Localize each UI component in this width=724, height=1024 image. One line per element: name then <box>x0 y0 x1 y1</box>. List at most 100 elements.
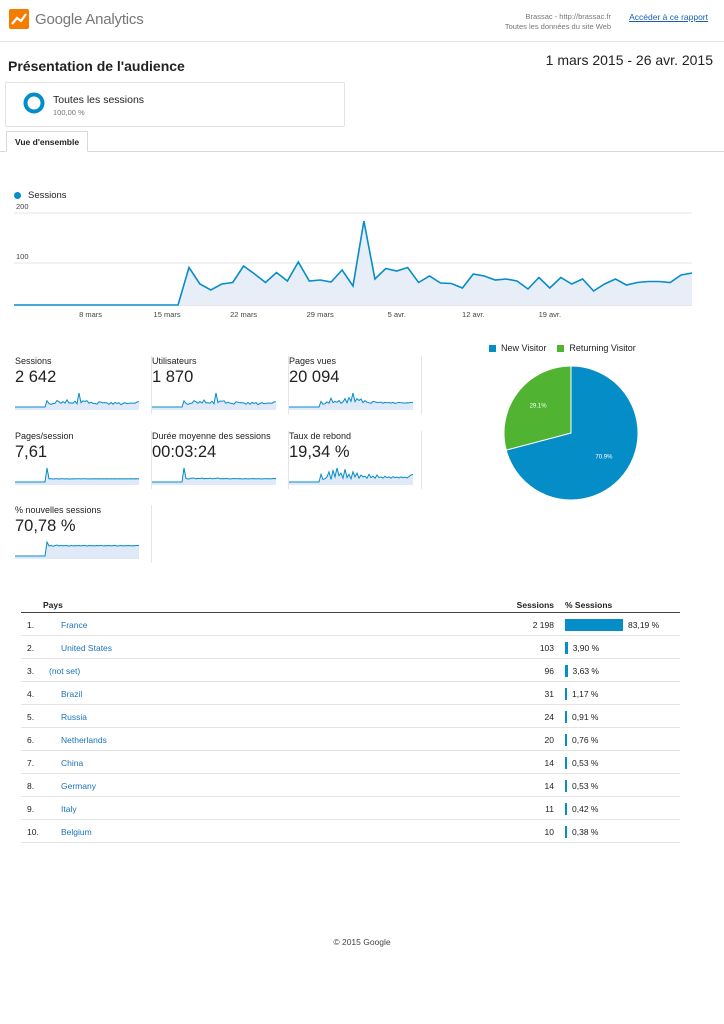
open-report-link[interactable]: Accéder à ce rapport <box>629 12 708 22</box>
metric-label: Pages vues <box>289 356 337 366</box>
sparkline-area <box>289 468 413 485</box>
metric-sparkline <box>289 467 413 485</box>
table-row: 6. Netherlands 20 0,76 % <box>21 728 680 751</box>
sessions-value: 103 <box>539 643 554 653</box>
row-index: 2. <box>27 643 35 653</box>
metric-label: Pages/session <box>15 431 74 441</box>
table-row: 5. Russia 24 0,91 % <box>21 705 680 728</box>
sessions-value: 31 <box>544 689 554 699</box>
sessions-value: 20 <box>544 735 554 745</box>
tab-bar-divider <box>0 151 724 152</box>
x-tick-label: 19 avr. <box>539 310 562 319</box>
sessions-legend: Sessions <box>14 190 67 201</box>
sessions-line-chart[interactable]: 100 200 8 mars 15 mars 22 mars 29 mars 5 avr. 1… <box>0 200 724 325</box>
percent-bar <box>565 642 568 654</box>
metric-pages-per-session[interactable]: Pages/session 7,61 <box>15 431 152 489</box>
table-row: 10. Belgium 10 0,38 % <box>21 820 680 843</box>
column-header-percent[interactable]: % Sessions <box>565 600 613 610</box>
site-name: Brassac - http://brassac.fr <box>525 12 611 21</box>
metric-bounce-rate[interactable]: Taux de rebond 19,34 % <box>289 431 422 489</box>
column-header-sessions[interactable]: Sessions <box>516 600 554 610</box>
google-analytics-logo: Google Analytics <box>9 9 144 29</box>
table-row: 3. (not set) 96 3,63 % <box>21 659 680 682</box>
percent-bar <box>565 619 623 631</box>
country-link[interactable]: France <box>61 620 88 630</box>
sessions-line <box>14 220 693 306</box>
percent-value: 3,90 % <box>572 643 600 653</box>
sparkline-line <box>15 541 139 557</box>
country-link[interactable]: Russia <box>61 712 87 722</box>
table-header: Pays Sessions % Sessions <box>21 598 680 613</box>
pie-slice-returning-visitor[interactable] <box>503 365 572 451</box>
sessions-value: 10 <box>544 827 554 837</box>
legend-swatch <box>557 344 565 352</box>
legend-label: New Visitor <box>501 343 547 353</box>
percent-value: 0,76 % <box>572 735 599 745</box>
metric-pageviews[interactable]: Pages vues 20 094 <box>289 356 422 414</box>
metric-value: 19,34 % <box>289 443 350 461</box>
visitor-type-pie-chart[interactable]: 70.9% 29.1% <box>500 362 642 504</box>
legend-new-visitor[interactable]: New Visitor <box>489 343 546 353</box>
metric-label: Sessions <box>15 356 52 366</box>
table-row: 8. Germany 14 0,53 % <box>21 774 680 797</box>
segment-name: Toutes les sessions <box>53 94 145 106</box>
legend-returning-visitor[interactable]: Returning Visitor <box>557 343 636 353</box>
column-header-country[interactable]: Pays <box>43 600 63 610</box>
row-index: 8. <box>27 781 35 791</box>
visitor-pie-legend: New Visitor Returning Visitor <box>489 343 647 353</box>
date-range[interactable]: 1 mars 2015 - 26 avr. 2015 <box>545 52 713 68</box>
segment-card[interactable]: Toutes les sessions 100,00 % <box>5 82 345 127</box>
table-row: 1. France 2 198 83,19 % <box>21 613 680 636</box>
x-tick-label: 8 mars <box>79 310 102 319</box>
row-index: 10. <box>27 827 39 837</box>
country-link[interactable]: Brazil <box>61 689 83 699</box>
row-index: 6. <box>27 735 35 745</box>
logo-text: Google Analytics <box>35 10 144 28</box>
percent-value: 1,17 % <box>572 689 599 699</box>
country-link[interactable]: Belgium <box>61 827 92 837</box>
metric-sparkline <box>15 392 139 410</box>
metric-sparkline <box>289 392 413 410</box>
metric-sparkline <box>152 392 276 410</box>
sparkline-area <box>152 468 276 485</box>
percent-bar <box>565 688 567 700</box>
metric-value: 20 094 <box>289 368 340 386</box>
percent-value: 83,19 % <box>628 620 660 630</box>
metric-new-sessions[interactable]: % nouvelles sessions 70,78 % <box>15 505 152 563</box>
metric-users[interactable]: Utilisateurs 1 870 <box>152 356 289 414</box>
country-link[interactable]: Netherlands <box>61 735 107 745</box>
sessions-legend-label: Sessions <box>28 190 67 201</box>
row-index: 7. <box>27 758 35 768</box>
metric-value: 70,78 % <box>15 517 76 535</box>
tab-overview[interactable]: Vue d'ensemble <box>6 131 89 152</box>
metric-sparkline <box>15 541 139 559</box>
percent-value: 0,53 % <box>572 758 599 768</box>
percent-bar <box>565 826 567 838</box>
country-link[interactable]: Italy <box>61 804 77 814</box>
metric-avg-session-duration[interactable]: Durée moyenne des sessions 00:03:24 <box>152 431 289 489</box>
row-index: 1. <box>27 620 35 630</box>
pie-slice-new-visitor[interactable] <box>505 365 639 501</box>
metric-sparkline <box>152 467 276 485</box>
metric-label: % nouvelles sessions <box>15 505 102 515</box>
metric-sessions[interactable]: Sessions 2 642 <box>15 356 152 414</box>
country-link[interactable]: (not set) <box>49 666 81 676</box>
footer-copyright: © 2015 Google <box>333 937 391 947</box>
sessions-area <box>14 221 692 305</box>
percent-value: 0,53 % <box>572 781 599 791</box>
sessions-value: 24 <box>544 712 554 722</box>
sparkline-line <box>289 392 413 408</box>
segment-percent: 100,00 % <box>53 108 85 117</box>
table-row: 9. Italy 11 0,42 % <box>21 797 680 820</box>
row-index: 4. <box>27 689 35 699</box>
page-title: Présentation de l'audience <box>8 58 185 74</box>
percent-bar <box>565 711 567 723</box>
country-link[interactable]: China <box>61 758 84 768</box>
row-index: 9. <box>27 804 35 814</box>
country-link[interactable]: Germany <box>61 781 96 791</box>
x-tick-label: 12 avr. <box>462 310 485 319</box>
percent-value: 3,63 % <box>572 666 599 676</box>
country-link[interactable]: United States <box>61 643 113 653</box>
metric-value: 1 870 <box>152 368 194 386</box>
sparkline-line <box>15 392 139 408</box>
